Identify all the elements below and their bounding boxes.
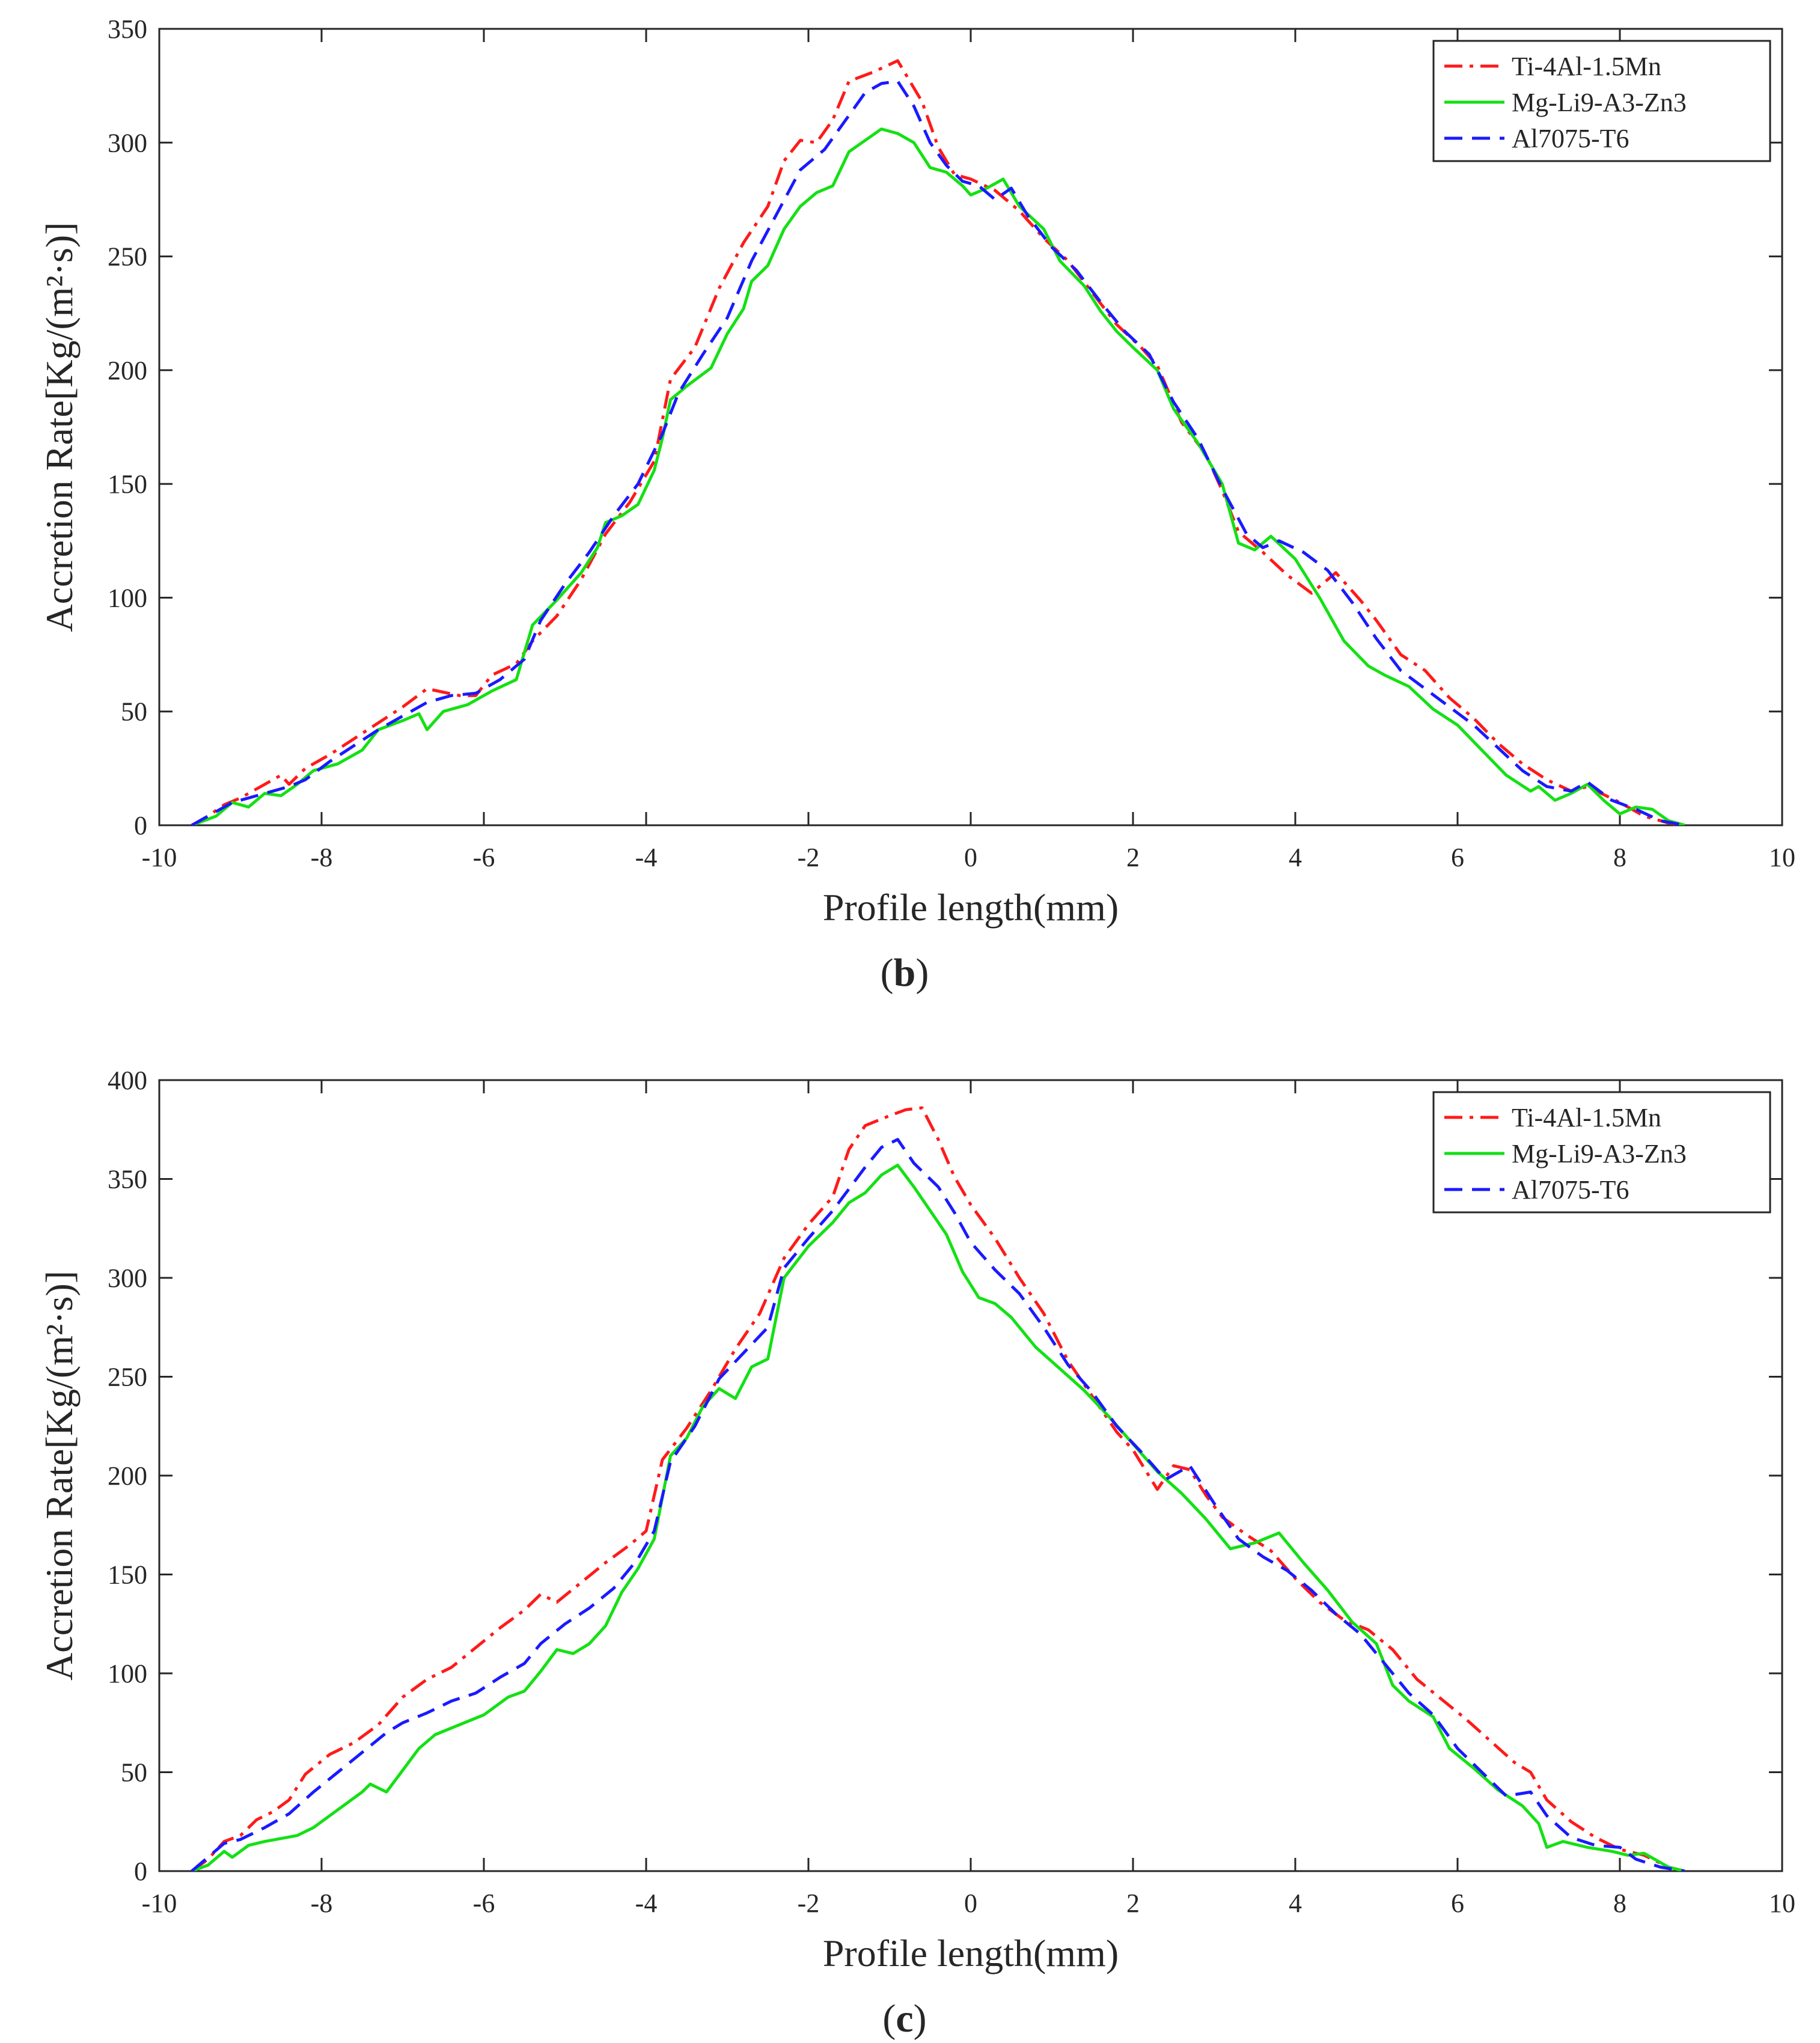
y-tick-label: 0 bbox=[134, 811, 147, 840]
x-tick-label: 0 bbox=[964, 1889, 977, 1918]
y-tick-label: 50 bbox=[121, 697, 147, 727]
legend-label: Mg-Li9-A3-Zn3 bbox=[1512, 1139, 1687, 1168]
y-tick-label: 300 bbox=[108, 1263, 147, 1293]
panel-caption-open: ( bbox=[882, 1997, 896, 2041]
y-axis-title: Accretion Rate[Kg/(m²·s)] bbox=[38, 222, 81, 632]
y-tick-label: 150 bbox=[108, 469, 147, 499]
chart-panel-b: -10 -8 -6 -4 -2 0 2 4 6 8 10050100150200250300350P… bbox=[38, 14, 1795, 995]
y-tick-label: 350 bbox=[108, 1165, 147, 1194]
y-tick-label: 50 bbox=[121, 1758, 147, 1788]
x-axis-title: Profile length(mm) bbox=[823, 886, 1119, 929]
x-tick-label: 4 bbox=[1289, 1889, 1302, 1918]
panel-caption: (b) bbox=[881, 951, 929, 995]
x-tick-label: -10 bbox=[142, 1889, 177, 1918]
y-tick-label: 150 bbox=[108, 1560, 147, 1590]
x-tick-label: -6 bbox=[473, 1889, 495, 1918]
x-tick-label: 10 bbox=[1769, 1889, 1795, 1918]
panel-caption-letter: b bbox=[894, 951, 916, 995]
y-tick-label: 350 bbox=[108, 14, 147, 44]
series-line-ti-4al-1-5mn bbox=[191, 59, 1685, 825]
x-tick-label: -2 bbox=[798, 1889, 820, 1918]
x-tick-label: -8 bbox=[311, 1889, 333, 1918]
legend-label: Mg-Li9-A3-Zn3 bbox=[1512, 88, 1687, 117]
x-tick-label: -4 bbox=[635, 1889, 658, 1918]
x-tick-label: 6 bbox=[1451, 1889, 1464, 1918]
x-tick-label: 0 bbox=[964, 843, 977, 872]
panel-caption: (c) bbox=[882, 1997, 926, 2041]
x-tick-label: 2 bbox=[1126, 843, 1140, 872]
series-line-al7075-t6 bbox=[191, 79, 1685, 825]
y-tick-label: 0 bbox=[134, 1857, 147, 1886]
x-tick-label: 6 bbox=[1451, 843, 1464, 872]
panel-caption-close: ) bbox=[914, 1997, 927, 2041]
y-tick-label: 300 bbox=[108, 128, 147, 157]
legend-label: Ti-4Al-1.5Mn bbox=[1512, 1103, 1661, 1132]
series-line-al7075-t6 bbox=[191, 1138, 1685, 1871]
y-tick-label: 200 bbox=[108, 356, 147, 385]
y-tick-label: 400 bbox=[108, 1066, 147, 1095]
chart-panel-c: -10 -8 -6 -4 -2 0 2 4 6 8 100501001502002503003504… bbox=[38, 1066, 1795, 2041]
x-tick-label: 4 bbox=[1289, 843, 1302, 872]
y-tick-label: 200 bbox=[108, 1461, 147, 1491]
x-tick-label: -6 bbox=[473, 843, 495, 872]
series-line-mg-li9-a3-zn3 bbox=[191, 127, 1685, 825]
panel-caption-close: ) bbox=[915, 951, 929, 995]
x-tick-label: -10 bbox=[142, 843, 177, 872]
series-line-mg-li9-a3-zn3 bbox=[191, 1164, 1685, 1871]
y-tick-label: 100 bbox=[108, 1659, 147, 1688]
series-line-ti-4al-1-5mn bbox=[191, 1106, 1685, 1871]
panel-caption-open: ( bbox=[881, 951, 894, 995]
legend-label: Al7075-T6 bbox=[1512, 1175, 1629, 1205]
legend-label: Al7075-T6 bbox=[1512, 124, 1629, 153]
x-tick-label: 8 bbox=[1613, 843, 1626, 872]
y-tick-label: 250 bbox=[108, 242, 147, 272]
x-tick-label: -2 bbox=[798, 843, 820, 872]
legend-label: Ti-4Al-1.5Mn bbox=[1512, 52, 1661, 81]
x-tick-label: -8 bbox=[311, 843, 333, 872]
y-tick-label: 250 bbox=[108, 1363, 147, 1392]
panel-caption-letter: c bbox=[896, 1997, 913, 2041]
x-tick-label: 8 bbox=[1613, 1889, 1626, 1918]
x-tick-label: 10 bbox=[1769, 843, 1795, 872]
x-axis-title: Profile length(mm) bbox=[823, 1932, 1119, 1974]
y-axis-title: Accretion Rate[Kg/(m²·s)] bbox=[38, 1271, 81, 1681]
y-tick-label: 100 bbox=[108, 583, 147, 612]
x-tick-label: 2 bbox=[1126, 1889, 1140, 1918]
legend: Ti-4Al-1.5Mn Mg-Li9-A3-Zn3 Al7075-T6 bbox=[1432, 1091, 1771, 1214]
legend: Ti-4Al-1.5Mn Mg-Li9-A3-Zn3 Al7075-T6 bbox=[1432, 40, 1771, 162]
x-tick-label: -4 bbox=[635, 843, 658, 872]
